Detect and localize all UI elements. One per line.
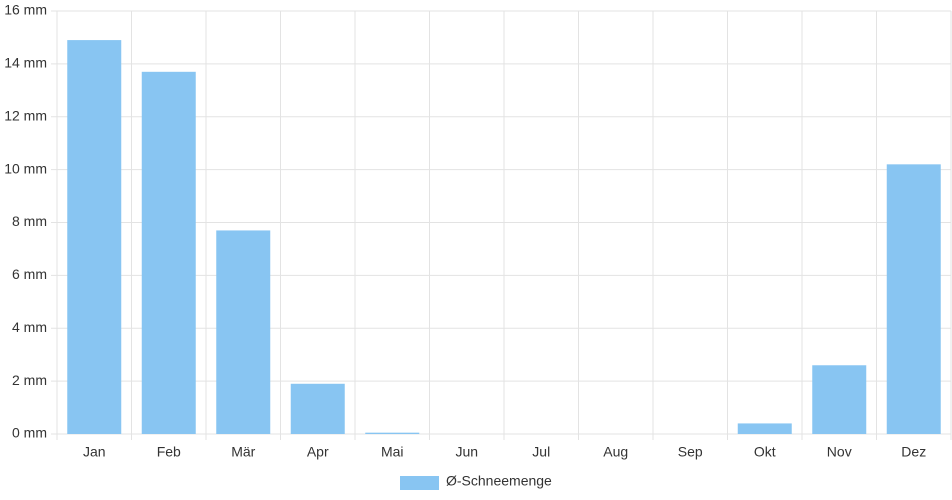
x-tick-label: Jun: [455, 444, 478, 460]
x-tick-label: Okt: [754, 444, 776, 460]
bar: [290, 383, 345, 434]
y-tick-label: 16 mm: [4, 2, 47, 18]
x-tick-label: Apr: [307, 444, 329, 460]
legend-swatch[interactable]: [400, 476, 439, 490]
x-tick-label: Sep: [678, 444, 703, 460]
y-tick-label: 4 mm: [12, 319, 47, 335]
x-tick-label: Nov: [827, 444, 852, 460]
bar: [67, 40, 122, 435]
x-tick-label: Jan: [83, 444, 106, 460]
y-tick-label: 12 mm: [4, 107, 47, 123]
y-tick-label: 0 mm: [12, 425, 47, 441]
y-tick-label: 6 mm: [12, 266, 47, 282]
bar: [812, 365, 867, 434]
y-tick-label: 10 mm: [4, 160, 47, 176]
legend-label[interactable]: Ø-Schneemenge: [446, 473, 552, 489]
x-tick-label: Dez: [901, 444, 926, 460]
bar: [737, 423, 792, 434]
bar: [365, 432, 420, 434]
y-tick-label: 14 mm: [4, 55, 47, 71]
y-tick-label: 8 mm: [12, 213, 47, 229]
y-tick-label: 2 mm: [12, 372, 47, 388]
bar: [141, 71, 196, 435]
x-tick-label: Aug: [603, 444, 628, 460]
x-tick-label: Jul: [532, 444, 550, 460]
bar: [216, 230, 271, 434]
x-tick-label: Feb: [157, 444, 181, 460]
bar: [886, 164, 941, 434]
x-tick-label: Mai: [381, 444, 404, 460]
x-tick-label: Mär: [231, 444, 255, 460]
